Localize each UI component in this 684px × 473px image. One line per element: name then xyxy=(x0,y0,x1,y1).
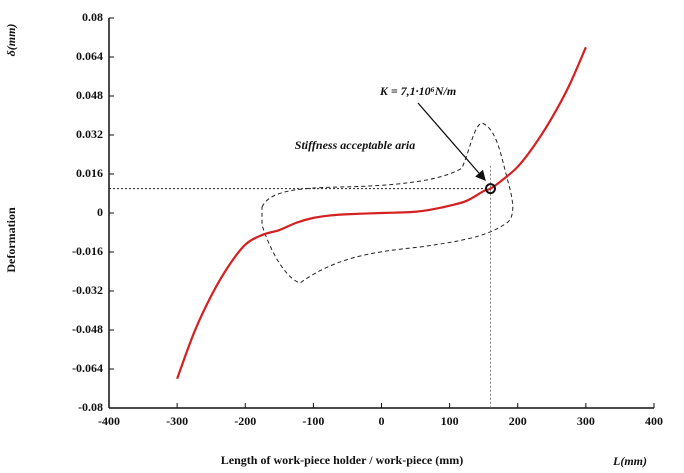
x-tick-label: 100 xyxy=(441,414,459,428)
y-tick-label: 0.032 xyxy=(76,127,103,141)
x-tick-label: 300 xyxy=(577,414,595,428)
y-unit: δ(mm) xyxy=(4,24,18,57)
line-series xyxy=(176,46,587,380)
x-tick-label: 0 xyxy=(379,414,385,428)
marker-point xyxy=(485,183,496,195)
x-tick-label: -100 xyxy=(302,414,324,428)
x-tick-label: -200 xyxy=(234,414,256,428)
x-tick-label: 200 xyxy=(509,414,527,428)
x-tick-label: -400 xyxy=(98,414,120,428)
x-axis-label: Length of work-piece holder / work-piece… xyxy=(221,453,463,467)
y-tick-label: 0.064 xyxy=(76,49,103,63)
y-tick-label: 0.016 xyxy=(76,166,103,180)
y-tick-label: -0.016 xyxy=(72,244,103,258)
x-tick-label: 400 xyxy=(645,414,663,428)
y-axis-label: Deformation xyxy=(4,207,18,273)
y-tick-label: -0.08 xyxy=(78,400,103,414)
annotation: K = 7,1·10⁶N/m xyxy=(379,84,456,98)
annotation: Stiffness acceptable aria xyxy=(295,138,415,152)
y-tick-label: -0.032 xyxy=(72,283,103,297)
annotation-arrow xyxy=(417,102,486,181)
y-tick-label: 0.08 xyxy=(82,10,103,24)
y-tick-label: 0.048 xyxy=(76,88,103,102)
x-tick-label: -300 xyxy=(166,414,188,428)
y-tick-label: -0.048 xyxy=(72,322,103,336)
y-tick-label: 0 xyxy=(97,205,103,219)
y-tick-label: -0.064 xyxy=(72,361,103,375)
x-unit: L(mm) xyxy=(612,454,647,468)
